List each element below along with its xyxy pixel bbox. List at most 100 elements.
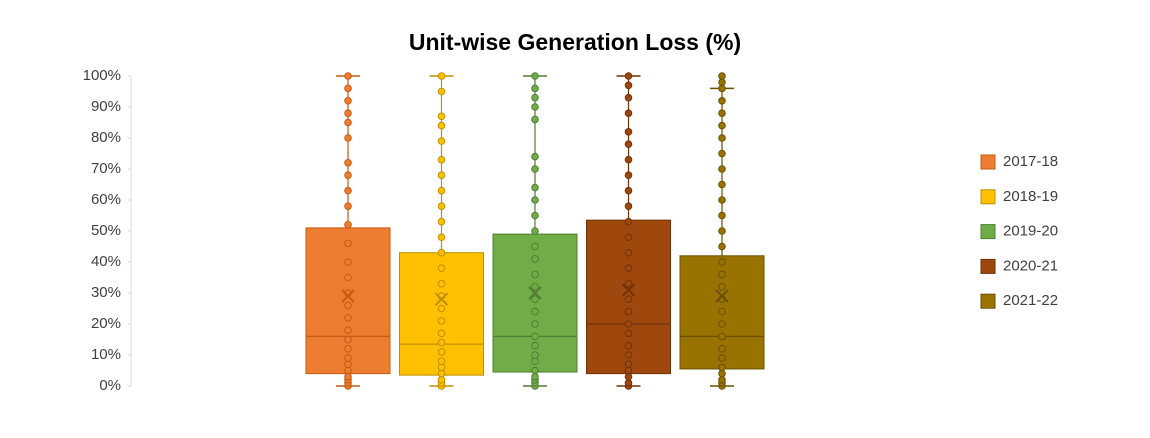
data-point: [531, 307, 539, 316]
data-point: [624, 248, 633, 257]
legend-swatch: [980, 154, 996, 170]
data-point: [531, 72, 539, 80]
data-point: [531, 196, 539, 204]
data-point: [531, 295, 539, 304]
data-point: [437, 233, 446, 241]
y-tick-label: 100%: [83, 67, 121, 84]
data-point: [437, 264, 446, 273]
data-point: [437, 357, 446, 366]
data-point: [437, 217, 446, 226]
data-point: [344, 171, 352, 179]
data-point: [344, 258, 352, 266]
data-point: [437, 369, 446, 378]
data-point: [624, 109, 633, 117]
data-point: [718, 354, 726, 362]
data-point: [718, 376, 726, 384]
data-point: [624, 128, 633, 136]
data-point: [718, 97, 726, 105]
data-point: [718, 149, 726, 158]
data-point: [437, 112, 446, 121]
data-point: [344, 109, 352, 117]
mean-marker: [341, 289, 355, 303]
data-point: [344, 372, 352, 381]
data-point: [718, 165, 726, 173]
data-point: [437, 121, 446, 130]
data-point: [531, 93, 539, 102]
data-point: [624, 140, 633, 148]
data-point: [718, 320, 726, 328]
data-point: [344, 366, 352, 375]
legend-label: 2018-19: [1003, 188, 1058, 205]
y-tick-label: 90%: [91, 98, 121, 115]
data-point: [437, 155, 446, 164]
data-point: [344, 84, 352, 93]
data-point: [531, 255, 539, 263]
y-tick-label: 50%: [91, 222, 121, 239]
data-point: [531, 372, 539, 381]
data-point: [718, 196, 726, 204]
data-point: [344, 97, 352, 105]
data-point: [344, 326, 352, 335]
data-point: [531, 283, 539, 291]
data-point: [531, 115, 539, 124]
legend-label: 2021-22: [1003, 292, 1058, 309]
data-point: [718, 258, 726, 266]
data-point: [624, 155, 633, 164]
data-point: [344, 239, 352, 248]
data-point: [531, 351, 539, 359]
data-point: [624, 217, 633, 226]
data-point: [531, 103, 539, 111]
data-point: [624, 264, 633, 273]
mean-marker: [715, 289, 729, 303]
data-point: [624, 171, 633, 179]
mean-marker: [434, 292, 449, 306]
data-point: [531, 211, 539, 220]
data-point: [344, 221, 352, 229]
data-point: [344, 159, 352, 167]
data-point: [437, 186, 446, 195]
legend-label: 2020-21: [1003, 257, 1058, 274]
data-point: [718, 72, 726, 80]
data-point: [344, 202, 352, 210]
data-point: [718, 134, 726, 142]
data-point: [624, 93, 633, 102]
data-point: [437, 87, 446, 96]
data-point: [531, 332, 539, 341]
data-point: [344, 345, 352, 353]
data-point: [718, 211, 726, 220]
chart-title: Unit-wise Generation Loss (%): [409, 29, 741, 55]
legend-swatch: [980, 189, 996, 205]
legend-swatch: [980, 224, 996, 240]
data-point: [344, 301, 352, 310]
data-point: [624, 202, 633, 210]
data-point: [344, 360, 352, 369]
data-point: [624, 279, 633, 288]
y-tick-label: 20%: [91, 315, 121, 332]
data-point: [624, 233, 633, 241]
data-point: [437, 72, 446, 80]
data-point: [344, 314, 352, 322]
legend-swatch: [980, 293, 996, 309]
y-tick-label: 0%: [99, 377, 121, 394]
data-point: [531, 152, 539, 161]
data-point: [624, 81, 633, 90]
data-point: [437, 363, 446, 372]
data-point: [624, 351, 633, 359]
data-point: [437, 317, 446, 325]
legend-label: 2019-20: [1003, 223, 1058, 240]
y-tick-label: 10%: [91, 346, 121, 363]
data-point: [437, 279, 446, 288]
data-point: [344, 134, 352, 142]
data-point: [718, 369, 726, 378]
legend-swatch: [980, 258, 996, 274]
y-tick-label: 70%: [91, 160, 121, 177]
data-point: [437, 248, 446, 257]
data-point: [344, 354, 352, 362]
data-point: [624, 307, 633, 316]
data-point: [718, 78, 726, 86]
data-point: [531, 341, 539, 350]
data-point: [624, 329, 633, 338]
data-point: [718, 345, 726, 353]
data-point: [344, 273, 352, 282]
